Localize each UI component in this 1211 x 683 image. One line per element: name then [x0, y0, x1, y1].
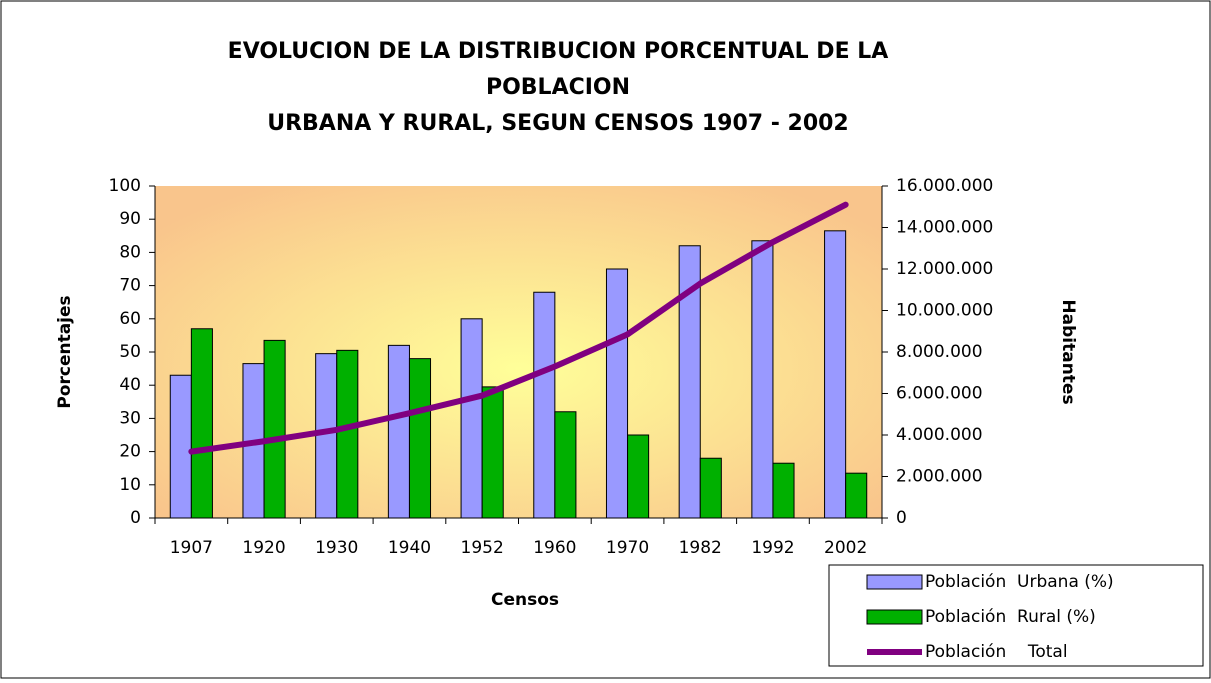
- bar: [678, 245, 701, 519]
- x-axis-label: Censos: [491, 590, 559, 610]
- bar: [190, 328, 213, 519]
- legend-label: Población Total: [925, 642, 1068, 662]
- y2-tick-label: 10.000.000: [896, 301, 993, 321]
- legend-label: Población Rural (%): [925, 607, 1096, 627]
- bar: [481, 386, 504, 519]
- y2-tick-label: 4.000.000: [896, 425, 983, 445]
- x-tick-label: 1920: [242, 538, 285, 558]
- bar: [408, 358, 432, 519]
- bar: [824, 230, 847, 519]
- y-tick-label: 10: [119, 475, 141, 495]
- y2-axis-label: Habitantes: [1058, 299, 1078, 404]
- bar: [263, 339, 286, 519]
- y2-tick-label: 16.000.000: [896, 176, 993, 196]
- y-axis-label: Porcentajes: [55, 295, 75, 408]
- line: [188, 201, 849, 455]
- legend-label: Población Urbana (%): [925, 572, 1114, 592]
- bar: [460, 318, 483, 519]
- bar: [336, 349, 359, 519]
- legend-swatch: [866, 609, 923, 625]
- x-tick-label: 1940: [388, 538, 431, 558]
- y-tick-label: 40: [119, 375, 141, 395]
- y2-tick-label: 2.000.000: [896, 467, 983, 487]
- bar: [699, 457, 722, 519]
- y2-tick-label: 0: [896, 508, 907, 528]
- legend-swatch: [866, 574, 923, 590]
- bar: [772, 462, 795, 519]
- y-tick-label: 70: [119, 276, 141, 296]
- bar: [169, 374, 192, 519]
- x-tick-label: 1930: [315, 538, 358, 558]
- y-tick-label: 30: [119, 408, 141, 428]
- bar: [751, 240, 774, 519]
- bar: [533, 291, 556, 519]
- x-tick-label: 1970: [606, 538, 649, 558]
- y-tick-label: 60: [119, 309, 141, 329]
- x-tick-label: 1907: [170, 538, 213, 558]
- chart-title: EVOLUCION DE LA DISTRIBUCION PORCENTUAL …: [228, 39, 889, 64]
- bar: [605, 268, 629, 519]
- chart-title: URBANA Y RURAL, SEGUN CENSOS 1907 - 2002: [267, 111, 849, 136]
- bar: [387, 344, 410, 519]
- y-tick-label: 100: [109, 176, 141, 196]
- y2-tick-label: 8.000.000: [896, 342, 983, 362]
- bar: [554, 411, 577, 519]
- x-tick-label: 1992: [751, 538, 794, 558]
- y-tick-label: 50: [119, 342, 141, 362]
- y-tick-label: 0: [130, 508, 141, 528]
- y-tick-label: 20: [119, 442, 141, 462]
- bar: [627, 434, 650, 519]
- y2-tick-label: 12.000.000: [896, 259, 993, 279]
- y2-tick-label: 14.000.000: [896, 218, 993, 238]
- x-tick-label: 1982: [679, 538, 722, 558]
- x-tick-label: 1952: [461, 538, 504, 558]
- y2-tick-label: 6.000.000: [896, 384, 983, 404]
- bar: [315, 353, 338, 519]
- chart-title: POBLACION: [486, 75, 630, 100]
- y-tick-label: 90: [119, 209, 141, 229]
- x-tick-label: 2002: [824, 538, 867, 558]
- y-tick-label: 80: [119, 242, 141, 262]
- bar: [845, 472, 868, 519]
- x-tick-label: 1960: [533, 538, 576, 558]
